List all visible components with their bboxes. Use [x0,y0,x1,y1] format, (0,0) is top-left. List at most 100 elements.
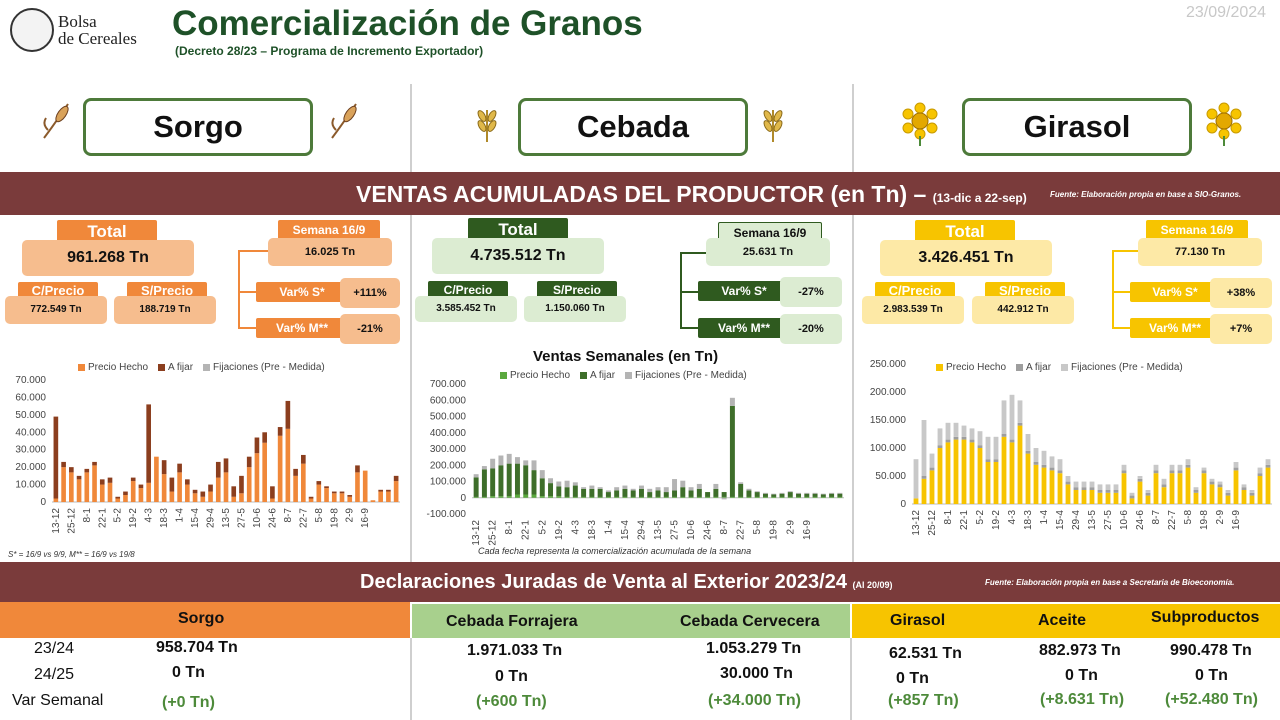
bar-segment [779,493,785,497]
bar-segment [1009,394,1015,440]
bar-segment [161,460,167,475]
legend-sorgo: Precio Hecho A fijar Fijaciones (Pre - Med… [68,362,325,373]
bar-segment [961,436,967,440]
bar-segment [386,489,391,492]
bar-segment [556,481,562,487]
var-footnote: S* = 16/9 vs 9/9, M** = 16/9 vs 19/8 [8,550,135,559]
djve-cell: (+8.631 Tn) [1040,691,1125,708]
connector-line [1112,250,1114,328]
bar-segment [523,494,529,498]
total-value-girasol: 3.426.451 Tn [880,240,1052,276]
bar-segment [1265,464,1271,468]
column-separator [850,638,852,720]
bar-segment [481,496,487,498]
bar-segment [231,486,237,497]
bar-segment [721,496,727,498]
bar-segment [146,404,151,483]
bar-segment [663,496,669,498]
y-tick-label: 50.000 [15,410,46,421]
djve-cell: 1.053.279 Tn [706,640,802,657]
bar-segment [1241,484,1247,488]
bar-segment [84,468,90,473]
bar-segment [1233,467,1239,471]
bar-segment [548,483,554,497]
x-tick-label: 8-1 [943,510,954,525]
bar-segment [913,459,919,499]
djve-cell: (+600 Tn) [476,693,547,710]
bar-segment [61,467,66,502]
bar-segment [622,496,628,498]
y-tick-label: 50.000 [875,471,906,482]
djve-col-cervecera: Cebada Cervecera [680,613,820,630]
bar-segment [556,496,562,498]
bar-segment [506,496,512,498]
connector-line [238,327,256,329]
bar-segment [223,472,229,502]
bar-segment [1201,470,1207,474]
bar-segment [115,496,121,499]
sunflower-icon [1206,102,1242,146]
bar-segment [663,487,669,493]
bar-segment [473,477,479,497]
legend-swatch [500,371,507,379]
bar-segment [277,427,283,436]
legend-swatch [580,371,588,379]
bar-segment [61,461,66,468]
bar-segment [1001,436,1007,504]
bar-segment [921,478,927,504]
bar-segment [1257,467,1263,474]
legend-item: Fijaciones (Pre - Medida) [1071,362,1183,373]
bar-segment [1185,459,1191,465]
bar-segment [820,494,826,497]
chart-footnote: Cada fecha representa la comercializació… [478,546,752,556]
bar-segment [331,491,337,494]
djve-title-text: Declaraciones Juradas de Venta al Exteri… [360,571,847,593]
bar-segment [531,470,537,495]
bar-segment [937,428,943,446]
bar-segment [655,487,661,491]
x-tick-label: 13-12 [911,510,922,536]
bar-segment [1065,484,1071,504]
bar-segment [130,481,136,502]
bar-segment [680,480,686,488]
bar-segment [262,432,267,443]
bar-segment [200,496,206,502]
bar-segment [1193,487,1199,490]
bar-segment [378,491,383,502]
bar-segment [638,485,644,489]
bar-segment [1041,450,1047,465]
bar-segment [473,496,479,498]
y-tick-label: -100.000 [427,509,467,520]
bar-segment [490,458,496,469]
djve-cell: 30.000 Tn [720,665,793,682]
bar-segment [754,492,760,497]
connector-line [1112,327,1130,329]
bar-segment [779,496,785,498]
bar-segment [622,488,628,497]
bar-segment [1145,490,1151,493]
djve-cell: 0 Tn [1195,667,1228,684]
varm-label-cebada: Var% M** [698,318,790,338]
bar-segment [362,470,368,502]
bar-segment [572,482,578,486]
x-tick-label: 8-1 [82,508,93,523]
column-separator [852,84,854,564]
bar-segment [953,436,959,440]
bar-segment [630,496,636,498]
bar-segment [721,492,727,497]
x-tick-label: 18-3 [1023,510,1034,530]
bar-segment [1001,434,1007,437]
bar-segment [672,490,678,497]
bar-segment [107,477,113,483]
connector-line [238,250,270,252]
bar-segment [523,465,529,495]
page-subtitle: (Decreto 28/23 – Programa de Incremento … [175,44,484,58]
x-tick-label: 5-8 [1183,510,1194,525]
bar-segment [985,459,991,462]
bolsa-logo-icon [10,8,54,52]
legend-swatch [78,363,85,371]
x-tick-label: 24-6 [703,520,714,540]
x-tick-label: 16-9 [802,520,813,540]
bar-segment [1113,490,1119,493]
column-separator [410,84,412,564]
